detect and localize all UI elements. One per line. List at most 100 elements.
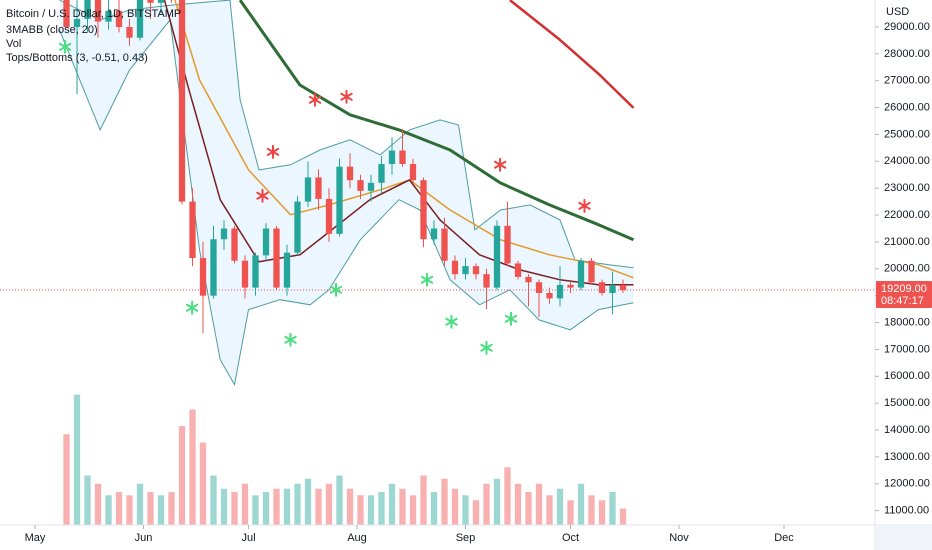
countdown-label: 08:47:17	[881, 295, 924, 307]
candle-body	[262, 228, 270, 256]
indicator-line	[163, 0, 634, 286]
last-price-label: 19209.00	[881, 283, 927, 295]
y-tick-label: 28000.00	[884, 48, 930, 60]
volume-bar	[472, 500, 480, 525]
volume-bar	[157, 495, 165, 525]
top-bottom-marker	[445, 314, 458, 329]
volume-bar	[588, 495, 595, 525]
top-bottom-marker	[308, 92, 322, 107]
volume-bar	[409, 495, 417, 525]
candle-body	[325, 198, 333, 234]
candle-body	[73, 18, 81, 27]
top-bottom-marker	[420, 272, 434, 287]
y-tick-label: 11000.00	[884, 505, 929, 517]
y-tick-label: 20000.00	[884, 263, 930, 275]
volume-bar	[493, 478, 501, 525]
plot-area	[0, 0, 875, 525]
volume-bar	[514, 483, 522, 525]
volume-bar	[94, 483, 102, 525]
candle-body	[556, 284, 564, 299]
volume-bar	[283, 488, 291, 525]
candle-body	[619, 284, 627, 291]
volume-bar	[598, 500, 606, 525]
top-bottom-marker	[329, 282, 343, 297]
top-bottom-marker	[494, 157, 507, 172]
y-tick-label: 16000.00	[884, 370, 930, 382]
candle-body	[420, 180, 427, 240]
candle-body	[399, 150, 406, 165]
candle-body	[451, 260, 459, 275]
candle-body	[126, 26, 133, 38]
volume-bar	[262, 492, 270, 525]
volume-bar	[231, 492, 238, 525]
volume-bar	[84, 475, 91, 525]
candle-body	[430, 228, 438, 240]
candle-body	[84, 0, 91, 19]
volume-bar	[73, 394, 81, 525]
last-price-badge	[876, 281, 932, 309]
axis-corner[interactable]	[876, 526, 932, 550]
volume-bar	[325, 483, 333, 525]
candle-body	[409, 164, 417, 181]
volume-bar	[220, 488, 228, 525]
candle-body	[514, 263, 522, 277]
top-bottom-marker	[504, 311, 518, 326]
volume-bar	[210, 475, 217, 525]
volume-bar	[304, 478, 312, 525]
volume-bar	[136, 483, 144, 525]
top-bottom-marker	[340, 89, 353, 104]
volume-bar	[420, 475, 427, 525]
x-tick-label: Sep	[456, 532, 476, 544]
candle-body	[63, 0, 70, 27]
top-bottom-marker	[256, 188, 269, 203]
indicator-legend[interactable]: Tops/Bottoms (3, -0.51, 0.43)	[6, 52, 148, 64]
candle-body	[304, 177, 312, 202]
candle-body	[136, 0, 144, 38]
volume-bar	[441, 478, 448, 525]
candle-body	[283, 252, 291, 288]
x-tick-label: Aug	[347, 532, 367, 544]
indicator-legend[interactable]: Vol	[6, 38, 21, 50]
candle-body	[567, 284, 574, 288]
candle-body	[598, 282, 606, 293]
indicator-line	[174, 0, 634, 279]
candle-body	[462, 266, 469, 275]
top-bottom-marker	[284, 332, 297, 347]
volume-bar	[315, 488, 322, 525]
candle-body	[178, 0, 186, 202]
candle-body	[199, 258, 207, 296]
y-tick-label: 23000.00	[884, 182, 930, 194]
y-tick-label: 22000.00	[884, 209, 930, 221]
candle-body	[588, 260, 595, 283]
y-tick-label: 13000.00	[884, 451, 930, 463]
candle-body	[147, 0, 154, 3]
y-tick-label: 18000.00	[884, 316, 930, 328]
candle-body	[115, 10, 123, 27]
candle-body	[493, 225, 501, 288]
candle-body	[525, 276, 532, 283]
volume-bar	[178, 426, 186, 525]
volume-bar	[378, 492, 385, 525]
volume-bar	[483, 483, 490, 525]
candle-body	[157, 0, 165, 3]
indicator-legend[interactable]: 3MABB (close, 20)	[6, 24, 98, 36]
x-tick-label: Jun	[135, 532, 153, 544]
volume-bar	[525, 492, 532, 525]
y-tick-label: 15000.00	[884, 397, 930, 409]
axes: 11000.00 12000.00 13000.00 14000.00 15000.00…	[25, 21, 932, 544]
volume-bar	[115, 492, 123, 525]
volume-bar	[556, 488, 564, 525]
candle-body	[388, 150, 396, 165]
candle-body	[577, 260, 585, 288]
candle-body	[504, 225, 511, 264]
volume-bar	[609, 492, 616, 525]
volume-bar	[126, 495, 133, 525]
candle-body	[273, 228, 280, 288]
candle-body	[315, 177, 322, 199]
candle-body	[357, 180, 364, 191]
volume-bar	[577, 483, 585, 525]
volume-bar	[252, 495, 259, 525]
volume-bar	[105, 495, 112, 525]
chart-title[interactable]: Bitcoin / U.S. Dollar, 1D, BITSTAMP	[6, 8, 181, 20]
